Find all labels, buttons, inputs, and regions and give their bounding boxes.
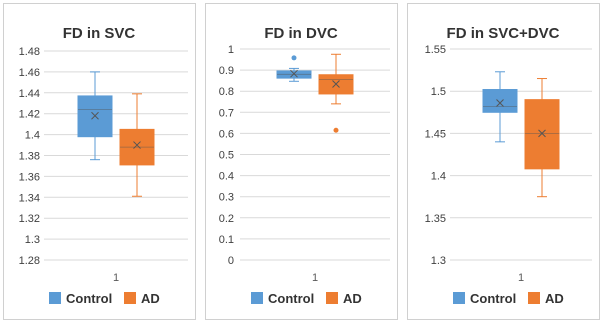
control-mean-marker bbox=[91, 111, 99, 120]
legend-label-control: Control bbox=[268, 291, 314, 306]
legend-label-control: Control bbox=[470, 291, 516, 306]
y-tick-label: 1.3 bbox=[25, 234, 40, 246]
y-tick-label: 0.9 bbox=[219, 65, 234, 77]
y-tick-label: 1.35 bbox=[425, 213, 446, 225]
y-tick-label: 0.3 bbox=[219, 192, 234, 204]
y-tick-label: 1 bbox=[228, 44, 234, 56]
legend-swatch-control bbox=[453, 292, 465, 304]
chart-panel-svc-dvc: FD in SVC+DVC 1.55 1.5 1.45 1.4 1.35 1.3 1 Cont… bbox=[407, 3, 600, 320]
y-tick-label: 1.34 bbox=[19, 192, 40, 204]
legend-swatch-ad bbox=[528, 292, 540, 304]
chart-title: FD in SVC+DVC bbox=[447, 25, 560, 42]
legend-swatch-ad bbox=[124, 292, 136, 304]
legend-label-ad: AD bbox=[343, 291, 362, 306]
chart-title: FD in DVC bbox=[264, 25, 337, 42]
y-tick-label: 1.4 bbox=[25, 130, 40, 142]
y-tick-label: 0.4 bbox=[219, 171, 234, 183]
control-mean-marker bbox=[496, 99, 504, 107]
legend-swatch-ad bbox=[326, 292, 338, 304]
y-tick-label: 0.6 bbox=[219, 128, 234, 140]
legend-label-ad: AD bbox=[141, 291, 160, 306]
legend-label-control: Control bbox=[66, 291, 112, 306]
ad-mean-marker bbox=[332, 80, 340, 88]
ad-mean-marker bbox=[538, 129, 546, 138]
y-tick-label: 1.5 bbox=[431, 86, 446, 98]
control-mean-marker bbox=[290, 69, 298, 78]
y-tick-label: 0.7 bbox=[219, 107, 234, 119]
y-tick-label: 0.2 bbox=[219, 213, 234, 225]
chart-panel-dvc: FD in DVC 1 0.9 0.8 0.7 0.6 0.5 0.4 0.3 0.2 0.1 0 1… bbox=[205, 3, 398, 320]
x-category-label: 1 bbox=[312, 272, 318, 284]
y-tick-label: 0 bbox=[228, 255, 234, 267]
control-box bbox=[482, 89, 518, 113]
y-tick-label: 0.1 bbox=[219, 234, 234, 246]
chart-panel-svc: FD in SVC 1.48 1.46 1.44 1.42 1.4 1.38 1.36 1.3… bbox=[3, 3, 196, 320]
chart-svg-svc: FD in SVC 1.48 1.46 1.44 1.42 1.4 1.38 1.36 1.3… bbox=[19, 25, 188, 306]
chart-svg-svc-dvc: FD in SVC+DVC 1.55 1.5 1.45 1.4 1.35 1.3 1Cont… bbox=[425, 25, 592, 306]
y-tick-label: 1.42 bbox=[19, 109, 40, 121]
chart-svg-dvc: FD in DVC 1 0.9 0.8 0.7 0.6 0.5 0.4 0.3 0.2 0.1 0 1… bbox=[219, 25, 390, 306]
ad-mean-marker bbox=[133, 141, 141, 149]
chart-title: FD in SVC bbox=[63, 25, 136, 42]
y-tick-label: 1.36 bbox=[19, 171, 40, 183]
y-tick-label: 0.8 bbox=[219, 86, 234, 98]
y-tick-label: 1.55 bbox=[425, 44, 446, 56]
y-tick-label: 1.38 bbox=[19, 151, 40, 163]
ad-box bbox=[524, 99, 560, 170]
y-tick-label: 1.32 bbox=[19, 213, 40, 225]
ad-outlier-point bbox=[333, 127, 339, 133]
legend-swatch-control bbox=[49, 292, 61, 304]
control-outlier-point bbox=[291, 55, 297, 61]
x-category-label: 1 bbox=[518, 272, 524, 284]
y-tick-label: 1.48 bbox=[19, 46, 40, 58]
legend-label-ad: AD bbox=[545, 291, 564, 306]
y-tick-label: 1.3 bbox=[431, 255, 446, 267]
legend-swatch-control bbox=[251, 292, 263, 304]
x-category-label: 1 bbox=[113, 272, 119, 284]
y-tick-label: 1.44 bbox=[19, 88, 40, 100]
y-tick-label: 0.5 bbox=[219, 150, 234, 162]
y-tick-label: 1.45 bbox=[425, 128, 446, 140]
y-tick-label: 1.46 bbox=[19, 67, 40, 79]
y-tick-label: 1.4 bbox=[431, 171, 446, 183]
y-tick-label: 1.28 bbox=[19, 255, 40, 267]
